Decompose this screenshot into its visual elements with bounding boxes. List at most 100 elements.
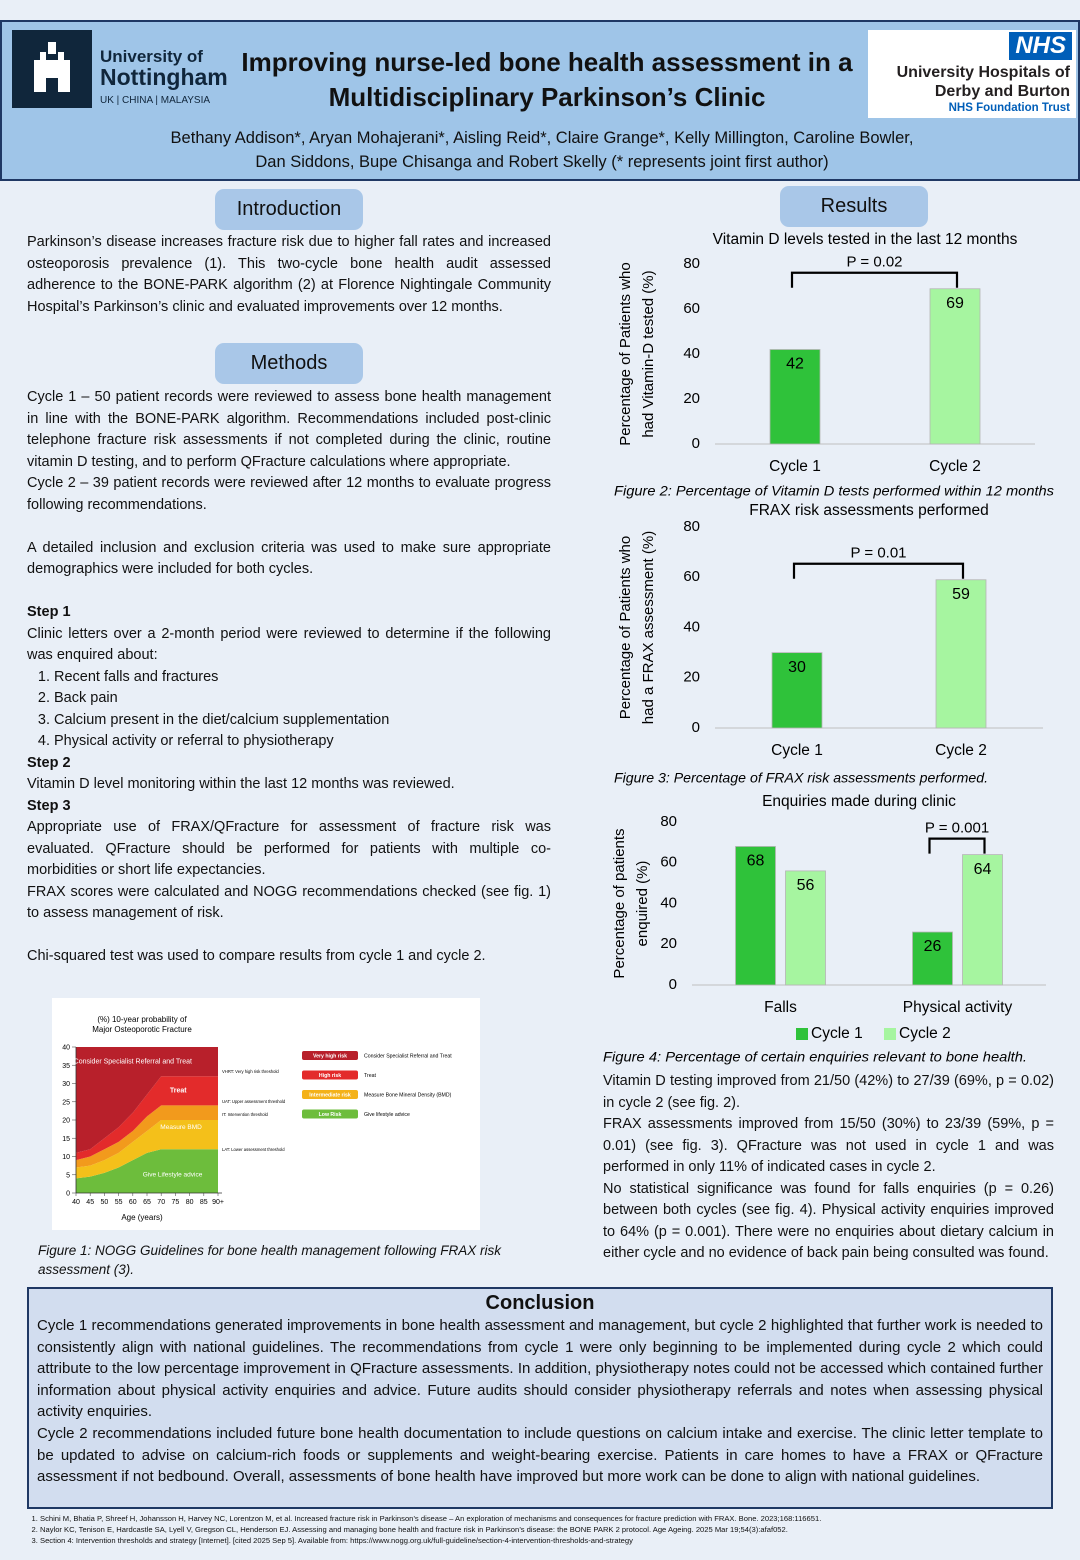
introduction-text: Parkinson’s disease increases fracture r… <box>27 232 551 318</box>
figure: (%) 10-year probability of Major Osteopor… <box>52 998 480 1230</box>
risk-zone <box>76 1047 218 1153</box>
value-label: 26 <box>924 938 942 955</box>
step-title: Step 2 <box>27 754 71 771</box>
y-tick-label: 20 <box>660 935 677 952</box>
chart-title: Vitamin D levels tested in the last 12 m… <box>713 231 1018 248</box>
steps: Step 1 Clinic letters over a 2-month peri… <box>27 602 551 925</box>
reference-list: Schini M, Bhatia P, Shreef H, Johansson … <box>20 1513 1060 1546</box>
significance-bracket <box>790 271 959 288</box>
legend-swatch <box>302 1070 358 1080</box>
risk-zone <box>76 1076 218 1161</box>
significance-bracket <box>792 562 965 579</box>
poster-title: Improving nurse-led bone health assessme… <box>241 47 853 77</box>
x-tick-label: 40 <box>72 1199 80 1206</box>
step-title: Step 3 <box>27 797 71 814</box>
step-title: Step 1 <box>27 604 71 620</box>
value-label: 64 <box>974 861 992 878</box>
figure-caption: Figure 3: Percentage of FRAX risk assess… <box>614 770 988 786</box>
value-label: 69 <box>946 295 964 312</box>
reference: Naylor KC, Tenison E, Hardcastle SA, Lye… <box>40 1524 1060 1535</box>
threshold-label: UAT: Upper assessment threshold <box>222 1099 286 1104</box>
conclusion: Conclusion Cycle 1 recommendations gener… <box>27 1287 1053 1509</box>
legend-swatch <box>302 1109 358 1119</box>
threshold-label: LAT: Lower assessment threshold <box>222 1147 285 1152</box>
y-tick-label: 80 <box>683 518 700 535</box>
p-value: P = 0.01 <box>850 545 906 562</box>
trust-name: University Hospitals of Derby and Burton <box>897 63 1070 101</box>
legend-action: Treat <box>364 1073 376 1079</box>
paragraph: A detailed inclusion and exclusion crite… <box>27 539 551 578</box>
paragraph: Chi-squared test was used to compare res… <box>27 948 486 964</box>
value-label: 56 <box>797 877 815 894</box>
y-axis-label: Percentage of patients <box>611 828 628 978</box>
x-tick-label: 55 <box>115 1199 123 1206</box>
y-tick-label: 30 <box>62 1081 70 1088</box>
trust-subtitle: NHS Foundation Trust <box>948 102 1070 114</box>
authors: Bethany Addison*, Aryan Mohajerani*, Ais… <box>170 129 914 147</box>
legend-risk: Low Risk <box>319 1112 342 1118</box>
y-tick-label: 5 <box>66 1172 70 1179</box>
list-item: Physical activity or referral to physiot… <box>54 731 551 753</box>
x-tick-label: 50 <box>101 1199 109 1206</box>
paragraph: Vitamin D level monitoring within the la… <box>27 776 455 792</box>
x-tick-label: 65 <box>143 1199 151 1206</box>
legend-action: Give lifestyle advice <box>364 1112 410 1118</box>
paragraph: Vitamin D testing improved from 21/50 (4… <box>603 1073 1054 1111</box>
chart-title: FRAX risk assessments performed <box>749 502 988 519</box>
bar <box>785 870 826 986</box>
paragraph: FRAX assessments improved from 15/50 (30… <box>603 1116 1054 1175</box>
p-value: P = 0.001 <box>925 820 989 837</box>
y-tick-label: 0 <box>669 976 677 993</box>
university-logo <box>12 30 92 108</box>
y-tick-label: 20 <box>683 390 700 407</box>
methods-text: Cycle 1 – 50 patient records were review… <box>27 387 551 968</box>
bar <box>912 931 953 986</box>
x-tick-label: 75 <box>172 1199 180 1206</box>
x-tick-label: Cycle 1 <box>771 742 823 759</box>
poster-title: Multidisciplinary Parkinson’s Clinic <box>328 82 766 112</box>
y-axis-label: had Vitamin-D tested (%) <box>640 270 657 437</box>
y-tick-label: 0 <box>692 719 700 736</box>
zone-label: Give Lifestyle advice <box>143 1172 203 1179</box>
y-tick-label: 0 <box>692 435 700 452</box>
bar <box>929 288 981 445</box>
legend-swatch <box>302 1051 358 1060</box>
y-tick-label: 40 <box>660 894 677 911</box>
threshold-label: IT: Intervention threshold <box>222 1112 269 1117</box>
y-tick-label: 60 <box>683 568 700 585</box>
step-list: Recent falls and fracturesBack painCalci… <box>27 667 551 753</box>
legend-label: Cycle 1 <box>811 1025 863 1042</box>
list-item: Recent falls and fractures <box>54 667 551 689</box>
authors: Dan Siddons, Bupe Chisanga and Robert Sk… <box>255 153 829 171</box>
paragraph: Appropriate use of FRAX/QFracture for as… <box>27 819 551 878</box>
value-label: 42 <box>786 356 804 373</box>
bar <box>771 652 823 729</box>
legend-risk: High risk <box>319 1073 341 1079</box>
risk-zone <box>76 1120 218 1179</box>
paragraph: Cycle 2 recommendations included future … <box>37 1424 1043 1486</box>
reference: Schini M, Bhatia P, Shreef H, Johansson … <box>40 1513 1060 1524</box>
risk-zone <box>76 1105 218 1168</box>
y-tick-label: 80 <box>660 813 677 830</box>
trust-line: Derby and Burton <box>934 83 1070 100</box>
results-text: Vitamin D testing improved from 21/50 (4… <box>603 1071 1054 1265</box>
y-tick-label: 80 <box>683 255 700 272</box>
legend-risk: Very high risk <box>313 1054 347 1060</box>
paragraph: Parkinson’s disease increases fracture r… <box>27 234 551 315</box>
y-axis-label: had a FRAX assessment (%) <box>640 531 657 724</box>
threshold-label: VHRT: Very high risk threshold <box>222 1069 279 1074</box>
section-heading: Conclusion <box>485 1292 595 1314</box>
p-value: P = 0.02 <box>846 254 902 271</box>
section-heading: Results <box>780 186 928 227</box>
paragraph: FRAX scores were calculated and NOGG rec… <box>27 883 551 922</box>
y-tick-label: 10 <box>62 1154 70 1161</box>
y-tick-label: 40 <box>62 1045 70 1052</box>
y-tick-label: 15 <box>62 1136 70 1143</box>
reference: Section 4: Intervention thresholds and s… <box>40 1535 1060 1546</box>
university-name: University of <box>100 47 203 66</box>
x-tick-label: Cycle 1 <box>769 458 821 475</box>
legend-label: Cycle 2 <box>899 1025 951 1042</box>
x-tick-label: 80 <box>186 1199 194 1206</box>
paragraph: Cycle 2 – 39 patient records were review… <box>27 475 551 513</box>
